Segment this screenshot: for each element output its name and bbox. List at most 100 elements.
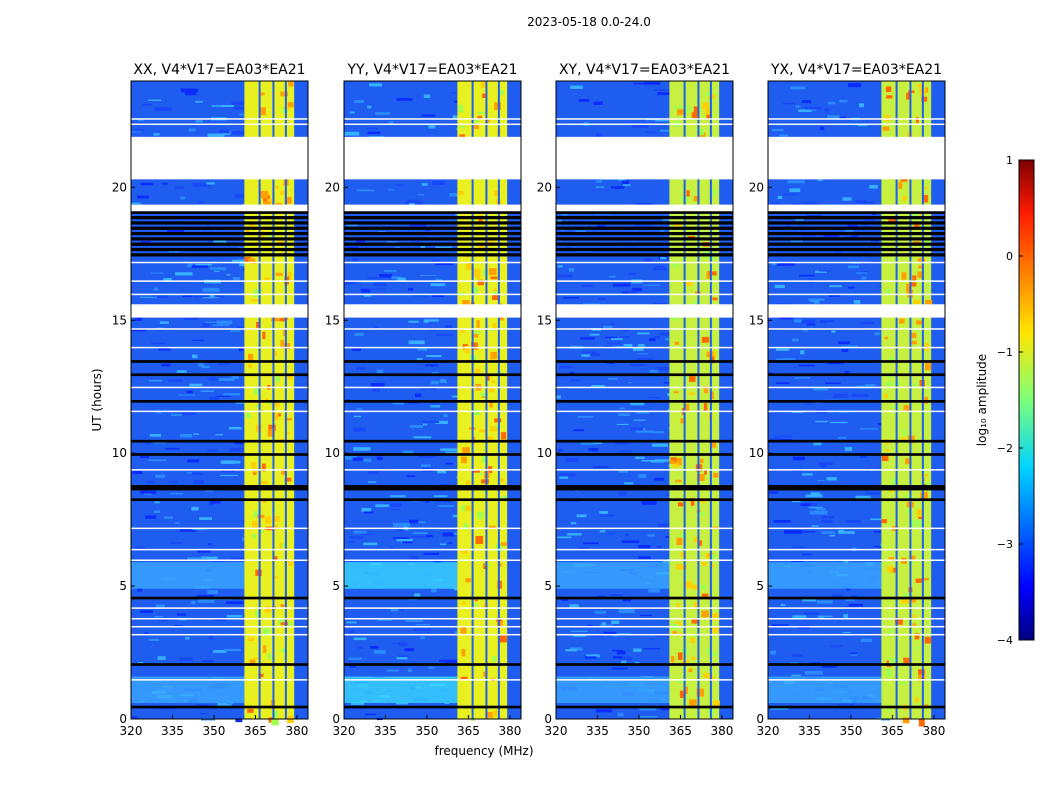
blank-row <box>131 280 308 282</box>
spectrogram-cell <box>919 212 924 219</box>
spectrogram-cell <box>481 455 486 463</box>
spectrogram-cell <box>274 524 279 531</box>
spectrogram-cell <box>920 491 928 500</box>
spectrogram-cell <box>590 352 601 357</box>
blank-row <box>344 293 521 296</box>
spectrogram-cell <box>200 390 215 392</box>
spectrogram-cell <box>344 280 356 285</box>
spectrogram-cell <box>633 648 642 652</box>
spectrogram-cell <box>491 380 495 383</box>
spectrogram-cell <box>396 97 413 101</box>
spectrogram-cell <box>388 121 394 125</box>
spectrogram-cell <box>856 272 868 274</box>
spectrogram-cell <box>473 124 480 130</box>
spectrogram-cell <box>474 331 482 334</box>
spectrogram-cell <box>851 235 859 238</box>
spectrogram-cell <box>460 330 465 333</box>
spectrogram-cell <box>248 223 255 228</box>
flagged-row <box>556 439 733 443</box>
flagged-row <box>131 237 308 241</box>
spectrogram-cell <box>831 594 842 599</box>
spectrogram-cell <box>247 258 256 262</box>
spectrogram-cell <box>187 263 194 268</box>
spectrogram-cell <box>633 419 646 421</box>
spectrogram-cell <box>592 466 609 468</box>
spectrogram-cell <box>692 584 700 590</box>
spectrogram-cell <box>823 234 839 238</box>
spectrogram-cell <box>850 653 858 656</box>
spectrogram-cell <box>374 326 379 330</box>
spectrogram-cell <box>494 102 502 110</box>
spectrogram-cell <box>274 576 279 579</box>
spectrogram-cell <box>881 519 888 524</box>
spectrogram-cell <box>563 297 579 299</box>
y-tick-label: 10 <box>537 446 552 460</box>
spectrogram-cell <box>447 542 453 544</box>
spectrogram-cell <box>675 457 682 466</box>
spectrogram-cell <box>660 332 671 336</box>
spectrogram-cell <box>185 636 190 640</box>
spectrogram-cell <box>802 473 813 476</box>
spectrogram-cell <box>776 358 785 361</box>
spectrogram-cell <box>787 180 805 184</box>
spectrogram-cell <box>465 262 474 270</box>
panel-1: YY, V4*V17=EA03*EA21 320 335 350 365 380 0 5 10 1… <box>325 62 522 738</box>
spectrogram-cell <box>263 201 271 208</box>
spectrogram-cell <box>418 454 436 458</box>
spectrogram-cell <box>580 440 596 445</box>
spectrogram-cell <box>887 629 893 635</box>
flagged-row <box>131 221 308 225</box>
spectrogram-cell <box>782 193 799 196</box>
y-tick-label: 0 <box>544 712 552 726</box>
spectrogram-cell <box>423 319 429 323</box>
spectrogram-cell <box>250 462 256 468</box>
spectrogram-cell <box>804 106 822 110</box>
spectrogram-cell <box>792 546 805 548</box>
spectrogram-cell <box>179 657 193 661</box>
spectrogram-cell <box>688 668 693 673</box>
spectrogram-cell <box>226 273 231 276</box>
spectrogram-cell <box>792 456 805 461</box>
spectrogram-cell <box>272 516 280 522</box>
spectrogram-cell <box>860 638 873 642</box>
spectrogram-cell <box>284 197 292 204</box>
x-tick-label: 320 <box>757 724 780 738</box>
x-tick-label: 365 <box>457 724 480 738</box>
spectrogram-cell <box>674 341 680 345</box>
spectrogram-cell <box>398 642 408 647</box>
spectrogram-cell <box>199 517 212 520</box>
spectrogram-cell <box>635 411 650 414</box>
spectrogram-cell <box>490 426 498 432</box>
spectrogram-cell <box>492 656 497 662</box>
spectrogram-cell <box>392 401 405 405</box>
blank-row <box>344 469 521 471</box>
spectrogram-cell <box>569 604 579 608</box>
spectrogram-cell <box>146 480 154 483</box>
x-tick-label: 350 <box>840 724 863 738</box>
spectrogram-cell <box>701 561 707 566</box>
flagged-row <box>556 596 733 600</box>
spectrogram-cell <box>288 81 294 87</box>
spectrogram-cell <box>621 660 627 664</box>
spectrogram-cell <box>499 316 504 321</box>
spectrogram-cell <box>617 712 624 717</box>
blank-row <box>768 607 945 609</box>
spectrogram-cell <box>346 222 358 227</box>
flagged-row <box>768 596 945 600</box>
spectrogram-cell <box>200 556 218 560</box>
x-tick-label: 335 <box>161 724 184 738</box>
blank-row <box>131 118 308 120</box>
spectrogram-cell <box>699 132 706 139</box>
x-tick-label: 335 <box>798 724 821 738</box>
flagged-row <box>768 253 945 257</box>
spectrogram-cell <box>672 631 678 634</box>
spectrogram-cell <box>349 536 364 539</box>
spectrogram-cell <box>167 228 184 233</box>
spectrogram-cell <box>616 650 626 655</box>
spectrogram-cell <box>693 195 700 202</box>
spectrogram-cell <box>808 506 823 509</box>
spectrogram-cell <box>654 89 671 91</box>
spectrogram-cell <box>888 557 895 561</box>
spectrogram-cell <box>353 637 367 641</box>
spectrogram-cell <box>792 654 803 657</box>
